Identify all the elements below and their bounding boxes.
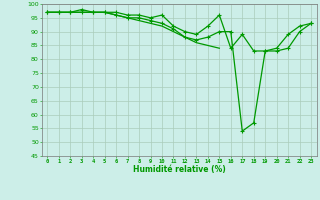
X-axis label: Humidité relative (%): Humidité relative (%) bbox=[133, 165, 226, 174]
